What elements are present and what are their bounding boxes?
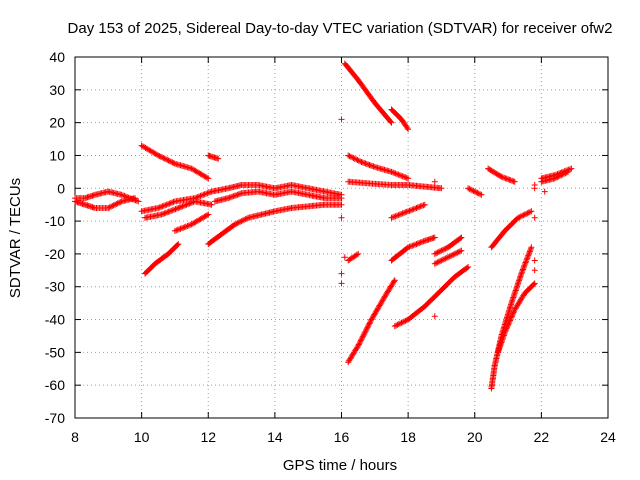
x-tick-label: 8 <box>71 429 79 445</box>
y-tick-label: -20 <box>45 246 65 262</box>
series-arc-19 <box>431 234 465 257</box>
y-tick-label: 10 <box>49 147 65 163</box>
series-arc-11 <box>341 60 395 126</box>
data-points-arc-04 <box>205 152 222 162</box>
data-points-arc-28 <box>538 165 575 182</box>
data-points-arc-13 <box>345 152 412 182</box>
series-arc-08 <box>171 211 212 234</box>
series-arc-17 <box>345 277 398 366</box>
series-layer <box>72 60 575 392</box>
data-points-arc-18 <box>391 264 472 330</box>
data-points-arc-21 <box>345 250 362 264</box>
x-tick-label: 20 <box>467 429 483 445</box>
x-axis: 8 10 12 14 16 18 20 22 24 <box>71 57 616 445</box>
data-points-arc-03 <box>138 142 212 182</box>
y-tick-label: -50 <box>45 344 65 360</box>
series-arc-24 <box>488 208 535 251</box>
data-points-arc-23 <box>485 165 518 185</box>
series-arc-07 <box>142 198 215 221</box>
data-points-arc-11 <box>341 60 395 126</box>
series-arc-22 <box>465 185 485 198</box>
series-arc-23 <box>485 165 518 185</box>
series-arc-28 <box>538 165 575 182</box>
series-arc-20 <box>431 247 465 267</box>
x-tick-label: 22 <box>534 429 550 445</box>
series-arc-10 <box>211 188 345 205</box>
data-points-arc-07 <box>142 198 215 221</box>
series-arc-26 <box>495 280 538 356</box>
data-points-arc-17 <box>345 277 398 366</box>
y-tick-label: -60 <box>45 377 65 393</box>
data-points-arc-10 <box>211 188 345 205</box>
x-tick-label: 10 <box>134 429 150 445</box>
y-tick-label: -40 <box>45 312 65 328</box>
series-arc-02 <box>72 188 142 205</box>
data-points-arc-20 <box>431 247 465 267</box>
data-points-arc-14 <box>345 178 445 192</box>
series-arc-03 <box>138 142 212 182</box>
grid <box>75 57 608 418</box>
y-tick-label: -10 <box>45 213 65 229</box>
data-points-arc-02 <box>72 188 142 205</box>
series-arc-09 <box>205 201 345 248</box>
series-arc-13 <box>345 152 412 182</box>
chart-title: Day 153 of 2025, Sidereal Day-to-day VTE… <box>68 20 613 37</box>
series-arc-06 <box>138 182 345 215</box>
series-arc-16 <box>388 234 438 264</box>
series-arc-18 <box>391 264 472 330</box>
y-tick-label: -70 <box>45 410 65 426</box>
x-axis-label: GPS time / hours <box>283 457 397 474</box>
x-tick-label: 12 <box>200 429 216 445</box>
data-points-arc-26 <box>495 280 538 356</box>
data-points-arc-12 <box>388 106 412 133</box>
data-points-arc-09 <box>205 201 345 248</box>
data-points-scatter-outliers <box>338 116 548 320</box>
data-points-arc-08 <box>171 211 212 234</box>
y-tick-label: 20 <box>49 115 65 131</box>
data-points-arc-19 <box>431 234 465 257</box>
x-tick-label: 18 <box>400 429 416 445</box>
data-points-arc-05 <box>142 241 182 277</box>
y-axis: -70 -60 -50 -40 -30 -20 -10 0 10 20 30 40 <box>45 49 608 426</box>
x-tick-label: 14 <box>267 429 283 445</box>
series-arc-05 <box>142 241 182 277</box>
series-scatter-outliers <box>338 116 548 320</box>
x-tick-label: 16 <box>334 429 350 445</box>
data-points-arc-24 <box>488 208 535 251</box>
series-arc-15 <box>388 201 428 221</box>
y-tick-label: 30 <box>49 82 65 98</box>
data-points-arc-15 <box>388 201 428 221</box>
y-axis-label: SDTVAR / TECUs <box>7 178 24 298</box>
data-points-arc-22 <box>465 185 485 198</box>
data-points-arc-06 <box>138 182 345 215</box>
series-arc-12 <box>388 106 412 133</box>
y-tick-label: 0 <box>57 180 65 196</box>
series-arc-14 <box>345 178 445 192</box>
y-tick-label: -30 <box>45 279 65 295</box>
data-points-arc-16 <box>388 234 438 264</box>
y-tick-label: 40 <box>49 49 65 65</box>
series-arc-04 <box>205 152 222 162</box>
x-tick-label: 24 <box>600 429 616 445</box>
series-arc-21 <box>345 250 362 264</box>
